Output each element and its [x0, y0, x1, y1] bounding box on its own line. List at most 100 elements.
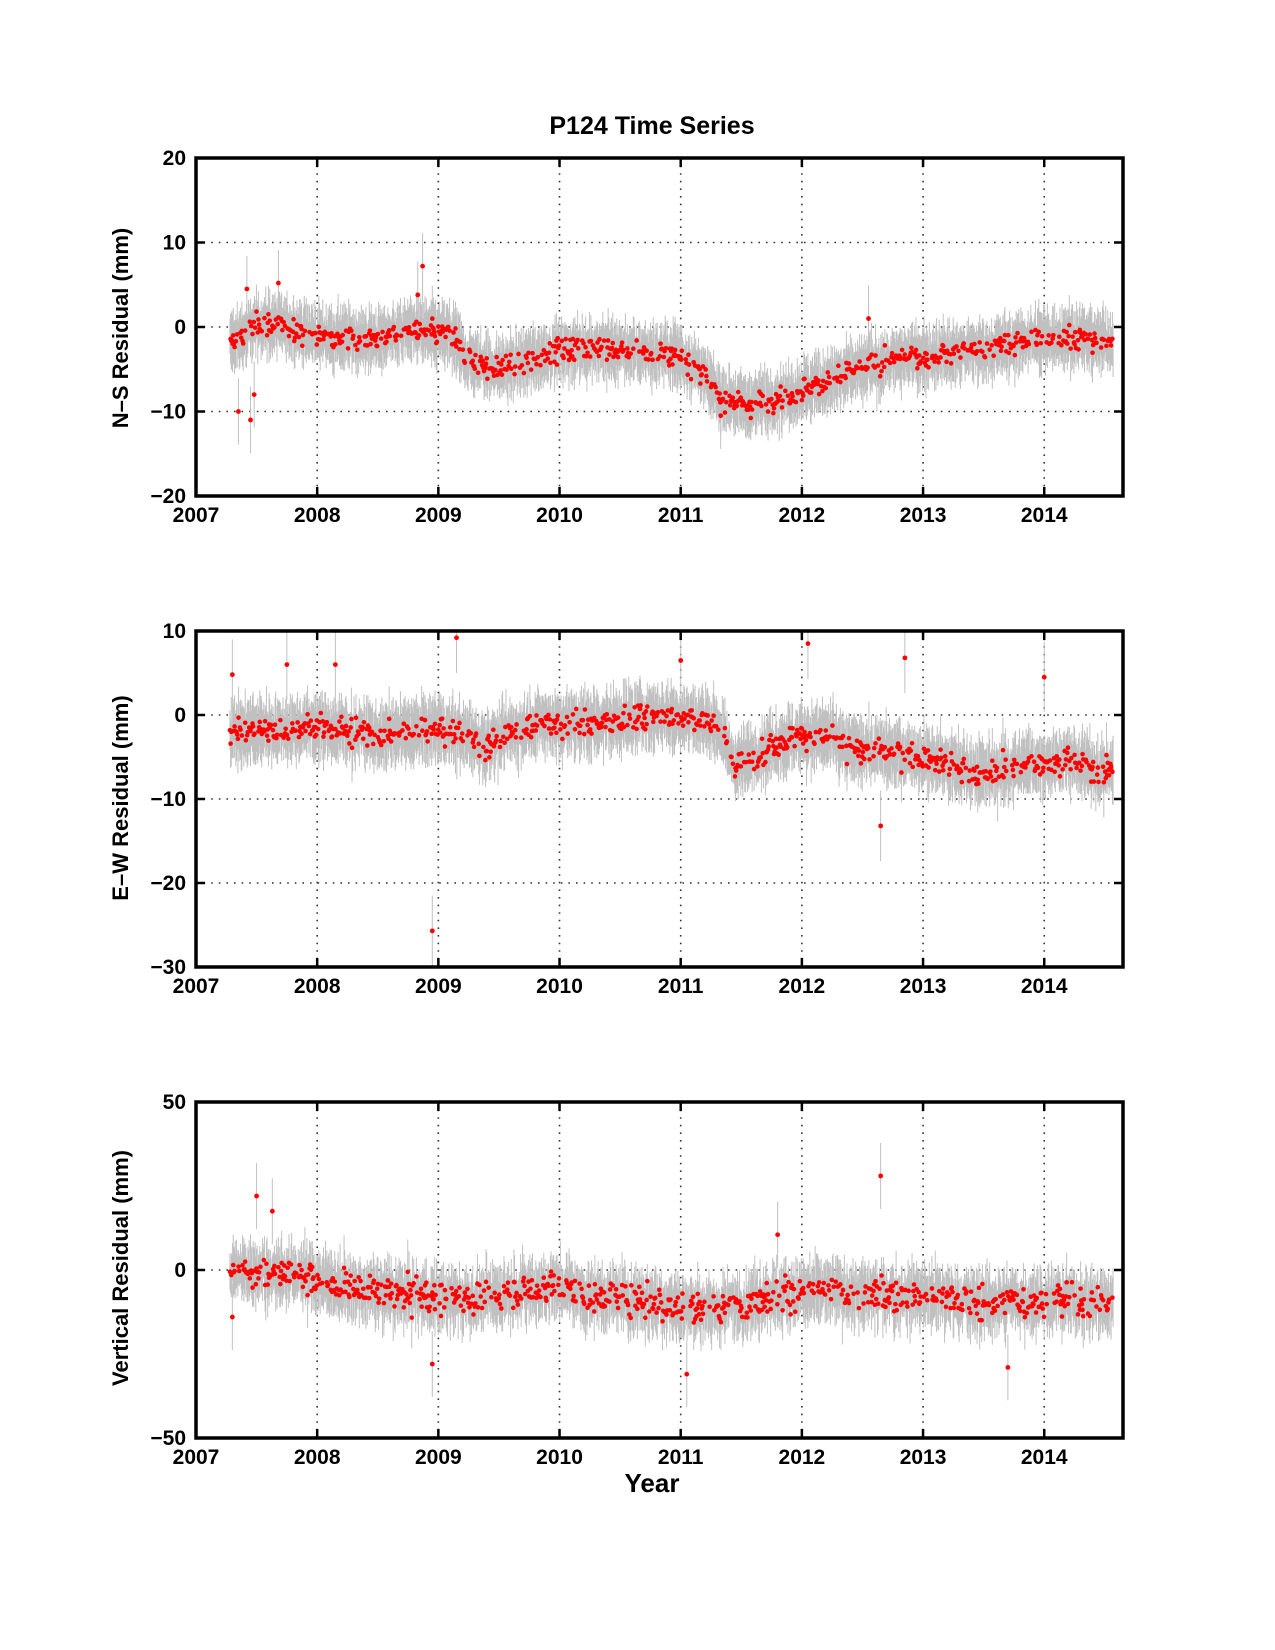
ns-data-point: [763, 402, 769, 407]
ew-data-point: [281, 735, 286, 740]
ns-data-point: [394, 333, 400, 338]
ns-data-point: [500, 357, 505, 363]
ew-data-point: [498, 738, 503, 744]
ew-data-point: [296, 734, 302, 740]
ew-data-point: [528, 734, 534, 740]
ns-y-tick-label: 0: [174, 316, 186, 339]
ew-data-point: [607, 717, 612, 722]
ns-data-point: [423, 332, 428, 338]
ew-data-point: [290, 721, 295, 726]
ew-data-point: [533, 728, 539, 733]
ew-data-point: [321, 734, 326, 739]
ew-data-point: [406, 726, 411, 731]
ns-data-point: [563, 336, 568, 342]
ns-data-point: [519, 362, 525, 368]
ns-data-point: [256, 317, 261, 322]
ew-data-point: [544, 716, 549, 722]
ns-data-point: [879, 360, 885, 365]
ew-data-point: [1057, 774, 1063, 779]
ew-data-point: [846, 735, 852, 741]
ns-data-point: [299, 326, 304, 332]
ew-data-point: [460, 738, 466, 744]
ns-data-point: [686, 362, 692, 367]
ew-data-point: [552, 725, 557, 731]
ns-data-point: [823, 385, 829, 391]
ns-data-point: [836, 363, 841, 369]
ns-data-point: [661, 354, 667, 360]
ew-data-point: [1065, 745, 1071, 751]
ew-data-point: [799, 726, 805, 731]
ew-data-point: [675, 712, 681, 717]
ew-data-point: [248, 728, 253, 734]
ns-data-point: [991, 353, 996, 359]
ew-data-point: [682, 716, 687, 722]
ns-data-point: [1101, 337, 1107, 343]
ns-data-point: [293, 331, 299, 336]
ew-data-point: [577, 723, 583, 729]
ns-data-point: [974, 348, 980, 354]
ew-data-point: [239, 733, 245, 738]
ew-data-point: [758, 755, 764, 760]
ns-data-point: [499, 372, 505, 378]
ew-data-point: [1060, 767, 1065, 772]
ns-data-point: [1051, 332, 1056, 338]
ns-data-point: [596, 353, 602, 359]
ew-data-point: [730, 761, 736, 767]
ns-data-point: [909, 345, 914, 351]
ew-data-point: [491, 743, 497, 749]
ew-data-point: [1031, 759, 1037, 765]
ns-data-point: [650, 357, 655, 363]
ew-data-point: [778, 744, 783, 750]
ns-data-point: [663, 345, 669, 351]
ns-data-point: [626, 354, 632, 360]
ew-data-point: [477, 753, 482, 759]
figure-title: P124 Time Series: [549, 112, 754, 140]
ns-data-point: [670, 362, 675, 367]
ns-data-point: [891, 359, 897, 365]
ew-data-point: [807, 730, 813, 736]
ns-data-point: [1110, 336, 1115, 342]
ns-data-point: [800, 393, 806, 399]
ew-data-point: [1084, 759, 1089, 765]
ns-data-point: [961, 341, 967, 346]
ns-data-point: [575, 346, 581, 351]
ew-data-point: [876, 736, 882, 741]
ns-data-point: [704, 379, 710, 384]
ns-data-point: [252, 325, 258, 330]
ns-data-point: [808, 390, 814, 395]
ns-data-point: [242, 328, 248, 333]
ns-data-point: [251, 319, 257, 325]
ns-data-point: [1085, 336, 1091, 342]
ew-data-point: [932, 767, 938, 773]
ew-data-point: [713, 724, 719, 729]
ns-data-point: [528, 367, 534, 372]
ew-data-point: [763, 759, 768, 765]
ns-data-point: [1011, 343, 1016, 349]
ew-data-point: [976, 781, 981, 787]
ew-data-point: [823, 728, 829, 733]
ew-data-point: [627, 716, 633, 721]
ew-data-point: [580, 717, 586, 723]
ew-data-point: [471, 744, 477, 750]
ns-data-point: [644, 348, 649, 354]
ew-data-point: [963, 765, 969, 771]
ns-data-point: [688, 376, 694, 382]
ns-data-point: [302, 328, 308, 334]
ns-data-point: [899, 347, 905, 353]
ew-data-point: [414, 723, 419, 729]
ns-data-point: [339, 339, 345, 345]
ew-data-point: [581, 731, 587, 737]
ns-data-point: [704, 373, 709, 379]
ns-data-point: [426, 328, 432, 333]
ew-data-point: [337, 731, 343, 736]
ns-data-point: [508, 366, 514, 372]
ew-data-point: [1090, 759, 1096, 765]
ns-data-point: [499, 362, 504, 367]
ns-data-point: [530, 350, 535, 356]
ns-data-point: [473, 352, 478, 358]
ns-data-point: [431, 329, 437, 335]
ew-data-point: [721, 733, 727, 739]
ew-data-point: [1074, 765, 1079, 771]
ns-data-point: [1092, 335, 1098, 341]
ew-data-point: [774, 745, 779, 750]
